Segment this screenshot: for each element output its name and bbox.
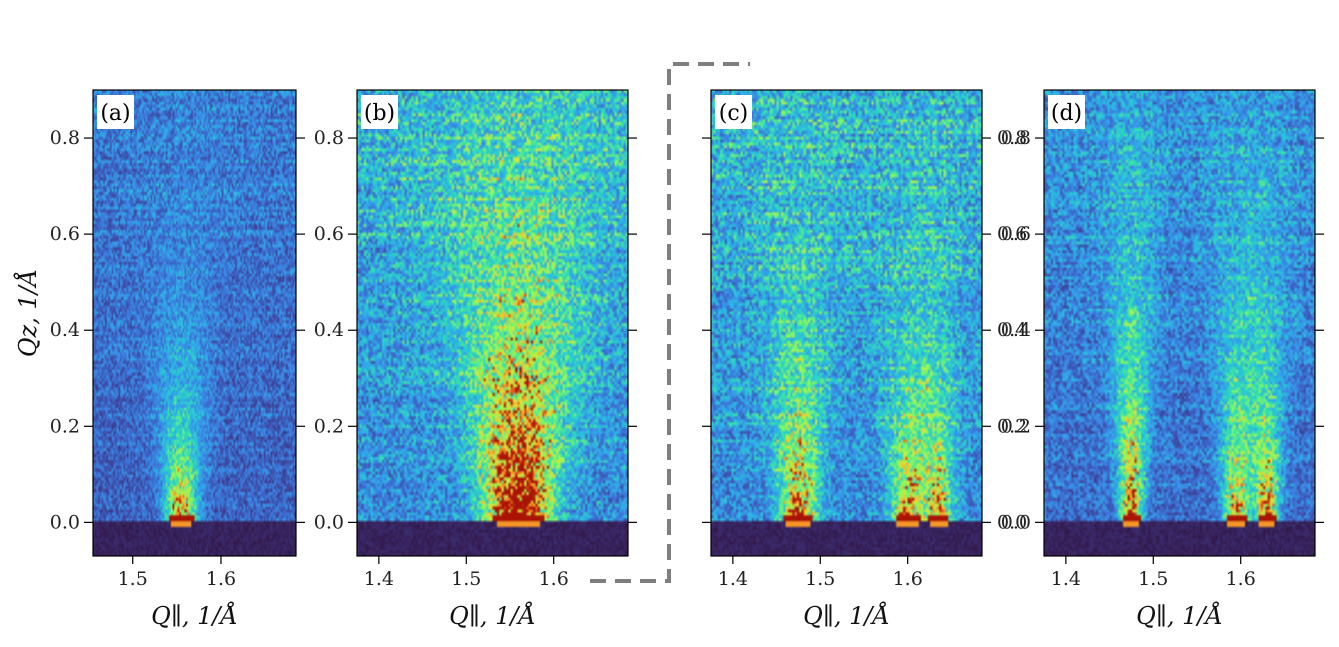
x-tick-label: 1.6 xyxy=(893,568,923,590)
y-tick-label: 0.0 xyxy=(1001,511,1031,533)
y-tick-label: 0.2 xyxy=(314,415,344,437)
x-tick-label: 1.6 xyxy=(1226,568,1256,590)
x-axis-label: Q∥, 1/Å xyxy=(449,601,536,630)
y-tick-label: 0.4 xyxy=(1001,319,1031,341)
panel-label: (d) xyxy=(1048,95,1085,129)
svg-text:(c): (c) xyxy=(719,101,749,126)
heatmap-image xyxy=(93,90,296,556)
x-tick-label: 1.5 xyxy=(118,568,148,590)
y-tick-label: 0.8 xyxy=(1001,127,1031,149)
svg-text:(b): (b) xyxy=(364,101,395,126)
x-tick-label: 1.4 xyxy=(1051,568,1081,590)
panel-1: 0.0 0.2 0.4 0.6 0.8 1.5 1.6 Q∥, 1/Å (a) Qz, 1/Å xyxy=(13,89,305,630)
plot-frame xyxy=(710,89,983,557)
x-tick-label: 1.4 xyxy=(364,568,394,590)
panel-4: 0.0 0.2 0.4 0.6 0.8 1.4 1.5 1.6Q∥, 1/Å (d) xyxy=(1001,89,1324,630)
panel-3: 0.0 0.2 0.4 0.6 0.8 1.4 1.5 1.6Q∥, 1/Å (c) xyxy=(702,89,1027,630)
heatmap-image xyxy=(711,90,982,556)
y-tick-label: 0.6 xyxy=(314,223,344,245)
y-tick-label: 0.0 xyxy=(314,511,344,533)
y-tick-label: 0.0 xyxy=(50,511,80,533)
svg-text:(a): (a) xyxy=(100,101,130,126)
y-tick-label: 0.2 xyxy=(997,415,1027,437)
y-axis-label: Qz, 1/Å xyxy=(13,269,42,357)
y-tick-label: 0.4 xyxy=(314,319,344,341)
panel-label: (c) xyxy=(715,95,752,129)
svg-text:(d): (d) xyxy=(1051,101,1082,126)
y-tick-label: 0.4 xyxy=(50,319,80,341)
x-axis-label: Q∥, 1/Å xyxy=(1136,601,1223,630)
x-tick-label: 1.4 xyxy=(718,568,748,590)
y-tick-label: 0.8 xyxy=(314,127,344,149)
y-tick-label: 0.8 xyxy=(997,127,1027,149)
panel-label: (a) xyxy=(97,95,134,129)
y-tick-label: 0.6 xyxy=(997,223,1027,245)
panel-connector xyxy=(590,62,750,583)
x-tick-label: 1.5 xyxy=(451,568,481,590)
y-tick-label: 0.2 xyxy=(1001,415,1031,437)
y-tick-label: 0.8 xyxy=(50,127,80,149)
x-tick-label: 1.5 xyxy=(1138,568,1168,590)
x-tick-label: 1.6 xyxy=(206,568,236,590)
y-tick-label: 0.2 xyxy=(50,415,80,437)
y-tick-label: 0.6 xyxy=(1001,223,1031,245)
plot-frame xyxy=(356,89,629,557)
plot-frame xyxy=(92,89,297,557)
y-tick-label: 0.6 xyxy=(50,223,80,245)
x-tick-label: 1.5 xyxy=(805,568,835,590)
heatmap-image xyxy=(1044,90,1315,556)
y-tick-label: 0.4 xyxy=(997,319,1027,341)
x-axis-label: Q∥, 1/Å xyxy=(803,601,890,630)
plot-frame xyxy=(1043,89,1316,557)
y-tick-label: 0.0 xyxy=(997,511,1027,533)
x-axis-label: Q∥, 1/Å xyxy=(151,601,238,630)
x-tick-label: 1.6 xyxy=(539,568,569,590)
heatmap-image xyxy=(357,90,628,556)
panel-2: 0.0 0.2 0.4 0.6 0.8 1.4 1.5 1.6Q∥, 1/Å (b) xyxy=(314,89,637,630)
panel-label: (b) xyxy=(361,95,398,129)
